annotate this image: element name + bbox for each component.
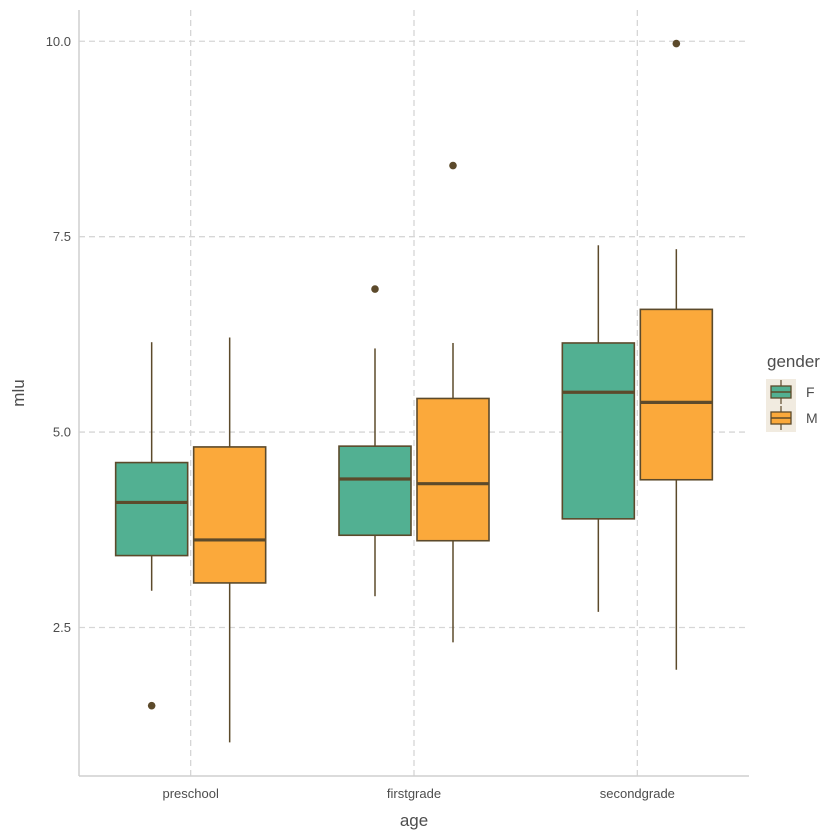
box-body [561,342,636,520]
legend-title: gender [767,352,820,371]
y-tick-label: 7.5 [53,229,71,244]
y-tick-label: 10.0 [46,34,71,49]
box-M-preschool [192,337,267,743]
outlier-point [672,39,681,48]
box-M-secondgrade [639,39,714,670]
box-M-firstgrade [416,161,490,643]
legend-label-F: F [806,384,815,400]
box-F-firstgrade [338,285,412,597]
x-tick-label: firstgrade [387,786,441,801]
box-body [192,446,267,584]
x-tick-label: preschool [162,786,218,801]
legend-items: FM [766,379,818,432]
y-tick-label: 2.5 [53,620,71,635]
outlier-point [371,285,379,293]
box-body [639,308,714,481]
box-series [114,39,714,743]
box-body [114,461,189,557]
outlier-point [147,701,156,710]
box-body [416,397,490,542]
legend-label-M: M [806,410,818,426]
y-axis-title: mlu [9,379,28,406]
x-tick-labels: preschool firstgrade secondgrade [162,786,674,801]
box-body [338,445,412,537]
grid-lines [79,10,749,776]
legend: gender FM [766,352,820,432]
series-F [114,245,636,710]
box-F-preschool [114,342,189,710]
y-tick-labels: 2.5 5.0 7.5 10.0 [46,34,71,635]
series-M [192,39,714,743]
box-F-secondgrade [561,245,636,612]
outlier-point [449,161,457,170]
x-tick-label: secondgrade [600,786,675,801]
x-axis-title: age [400,811,428,830]
y-tick-label: 5.0 [53,425,71,440]
axes [78,10,749,777]
